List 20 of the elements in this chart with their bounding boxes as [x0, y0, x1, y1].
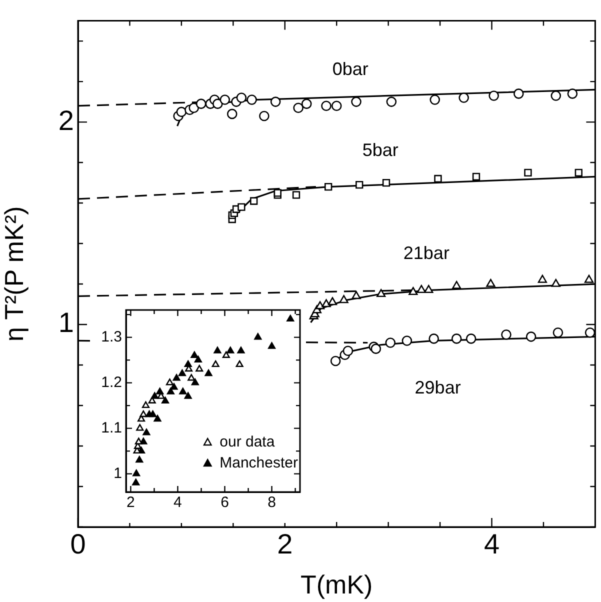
x-tick-label: 2 [126, 494, 135, 512]
x-axis-title: T(mK) [300, 570, 373, 600]
y-axis-title: η T²(P mK²) [0, 206, 29, 342]
series-label: 5bar [362, 140, 398, 160]
x-tick-label: 6 [220, 494, 229, 512]
x-tick-label: 2 [277, 528, 293, 560]
x-tick-label: 4 [174, 494, 182, 512]
x-tick-label: 8 [268, 494, 276, 512]
series-label: 0bar [332, 58, 368, 79]
legend-label: Manchester [220, 454, 298, 472]
y-tick-label: 1 [58, 307, 74, 338]
x-tick-label: 0 [70, 528, 86, 560]
legend-label: our data [220, 434, 276, 451]
y-tick-label: 1 [114, 464, 122, 482]
x-tick-label: 4 [484, 528, 500, 560]
y-tick-label: 1.1 [101, 419, 122, 436]
series-label: 29bar [414, 378, 461, 398]
y-tick-label: 1.3 [101, 328, 122, 346]
y-tick-label: 1.2 [101, 374, 122, 391]
series-label: 21bar [403, 243, 450, 264]
